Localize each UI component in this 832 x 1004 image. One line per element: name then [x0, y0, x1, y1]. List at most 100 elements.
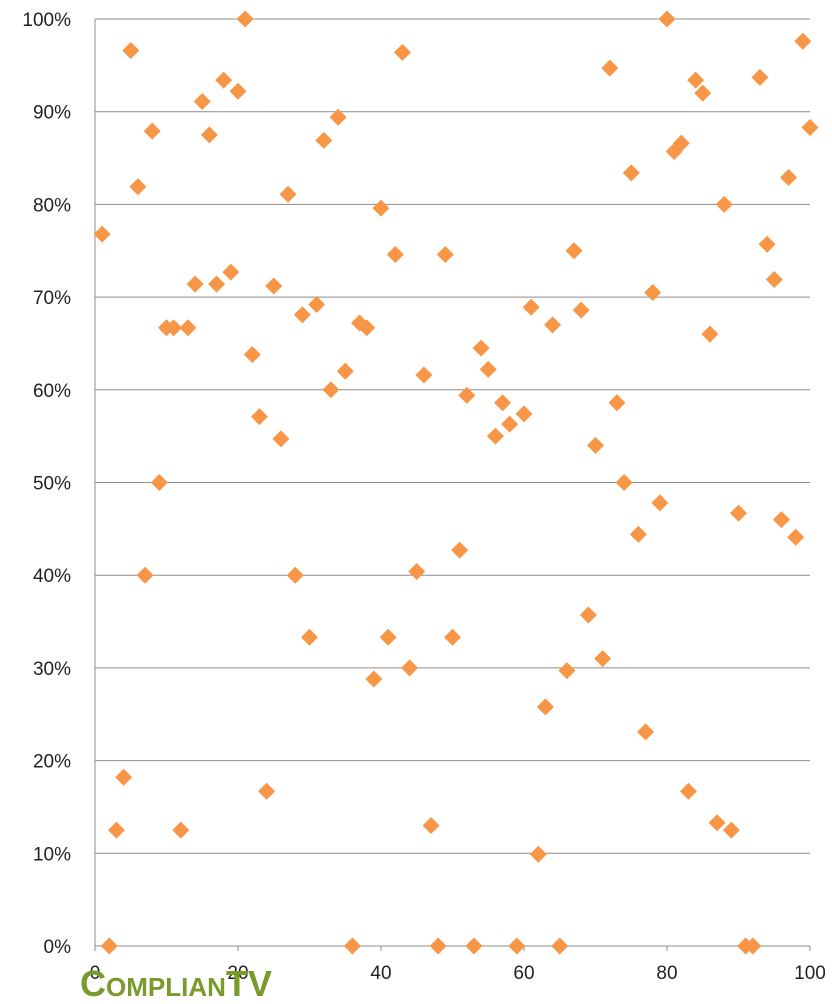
y-tick-label: 90% [33, 103, 71, 124]
data-point [229, 82, 247, 100]
data-point [544, 316, 562, 334]
data-point [200, 126, 218, 144]
data-point [651, 494, 669, 512]
data-point [186, 275, 204, 293]
data-point [336, 362, 354, 380]
data-point [508, 937, 526, 955]
data-point [444, 628, 461, 646]
data-point [529, 845, 547, 863]
data-point [465, 937, 483, 955]
data-point [801, 118, 819, 136]
data-point [794, 32, 812, 50]
data-point [515, 405, 533, 423]
data-point [472, 339, 490, 357]
data-point [722, 821, 740, 839]
data-point [587, 436, 604, 454]
data-point [758, 235, 776, 253]
data-point [129, 178, 147, 196]
data-point [100, 937, 118, 955]
data-point [715, 195, 733, 213]
data-point [150, 474, 168, 491]
data-point [293, 306, 311, 324]
data-point [744, 937, 762, 955]
data-point [243, 346, 261, 364]
data-point [393, 43, 411, 61]
data-point [622, 164, 640, 182]
data-point [250, 408, 268, 426]
data-point [672, 134, 690, 152]
data-point [629, 525, 647, 543]
y-tick-label: 10% [33, 844, 71, 865]
x-tick-label: 80 [656, 963, 677, 984]
logo-letters-mid: OMPLIAN [106, 972, 226, 1002]
data-point [136, 566, 154, 584]
data-point [522, 298, 540, 316]
data-point [644, 283, 662, 301]
y-tick-label: 80% [33, 195, 71, 216]
data-point [708, 814, 726, 832]
data-point [272, 430, 290, 448]
data-point [572, 301, 590, 319]
data-point [536, 698, 554, 716]
data-point [279, 185, 297, 203]
data-point [115, 768, 133, 786]
y-tick-label: 70% [33, 288, 71, 309]
data-point [343, 937, 361, 955]
data-point [222, 263, 240, 281]
x-tick-label: 20 [227, 963, 248, 984]
data-point [608, 394, 626, 412]
data-point [179, 319, 197, 337]
data-point [494, 394, 512, 412]
x-tick-labels: 0 20 40 60 80 100 [90, 963, 826, 984]
y-tick-label: 100% [22, 10, 71, 31]
data-point [286, 566, 304, 584]
data-point [308, 296, 326, 314]
data-point [501, 415, 519, 433]
data-point [594, 650, 612, 668]
data-point [193, 93, 211, 111]
data-point [372, 199, 390, 217]
gridlines [95, 18, 810, 947]
data-point [687, 71, 705, 89]
y-tick-label: 50% [33, 474, 71, 495]
y-tick-label: 60% [33, 381, 71, 402]
data-point [601, 59, 619, 77]
data-point [486, 427, 504, 445]
y-tick-label: 0% [44, 937, 72, 958]
data-point [107, 821, 125, 839]
data-point [701, 325, 719, 343]
data-point [365, 670, 383, 688]
data-point [215, 71, 233, 89]
data-point [315, 131, 333, 149]
data-point [93, 225, 111, 243]
data-point [408, 562, 426, 580]
data-point [436, 245, 454, 263]
data-point [679, 782, 697, 800]
data-point [401, 659, 419, 677]
data-point [751, 68, 769, 86]
data-point [386, 245, 404, 263]
data-point [265, 277, 283, 295]
data-point [772, 511, 790, 529]
x-tick-label: 100 [794, 963, 826, 984]
data-point [658, 10, 676, 28]
data-point [143, 122, 161, 140]
y-tick-label: 30% [33, 659, 71, 680]
data-points [93, 10, 819, 955]
data-point [358, 319, 376, 337]
data-point [694, 84, 712, 102]
data-point [172, 821, 190, 839]
data-point [565, 242, 583, 260]
data-point [122, 42, 140, 60]
logo-letters-tv: TV [225, 963, 272, 1004]
data-point [429, 937, 447, 955]
data-point [787, 528, 805, 546]
logo-letter-c: C [80, 963, 106, 1004]
x-tick-label: 60 [513, 963, 534, 984]
data-point [329, 108, 347, 126]
data-point [730, 504, 747, 522]
data-point [780, 169, 798, 187]
data-point [258, 782, 276, 800]
data-point [236, 10, 254, 28]
